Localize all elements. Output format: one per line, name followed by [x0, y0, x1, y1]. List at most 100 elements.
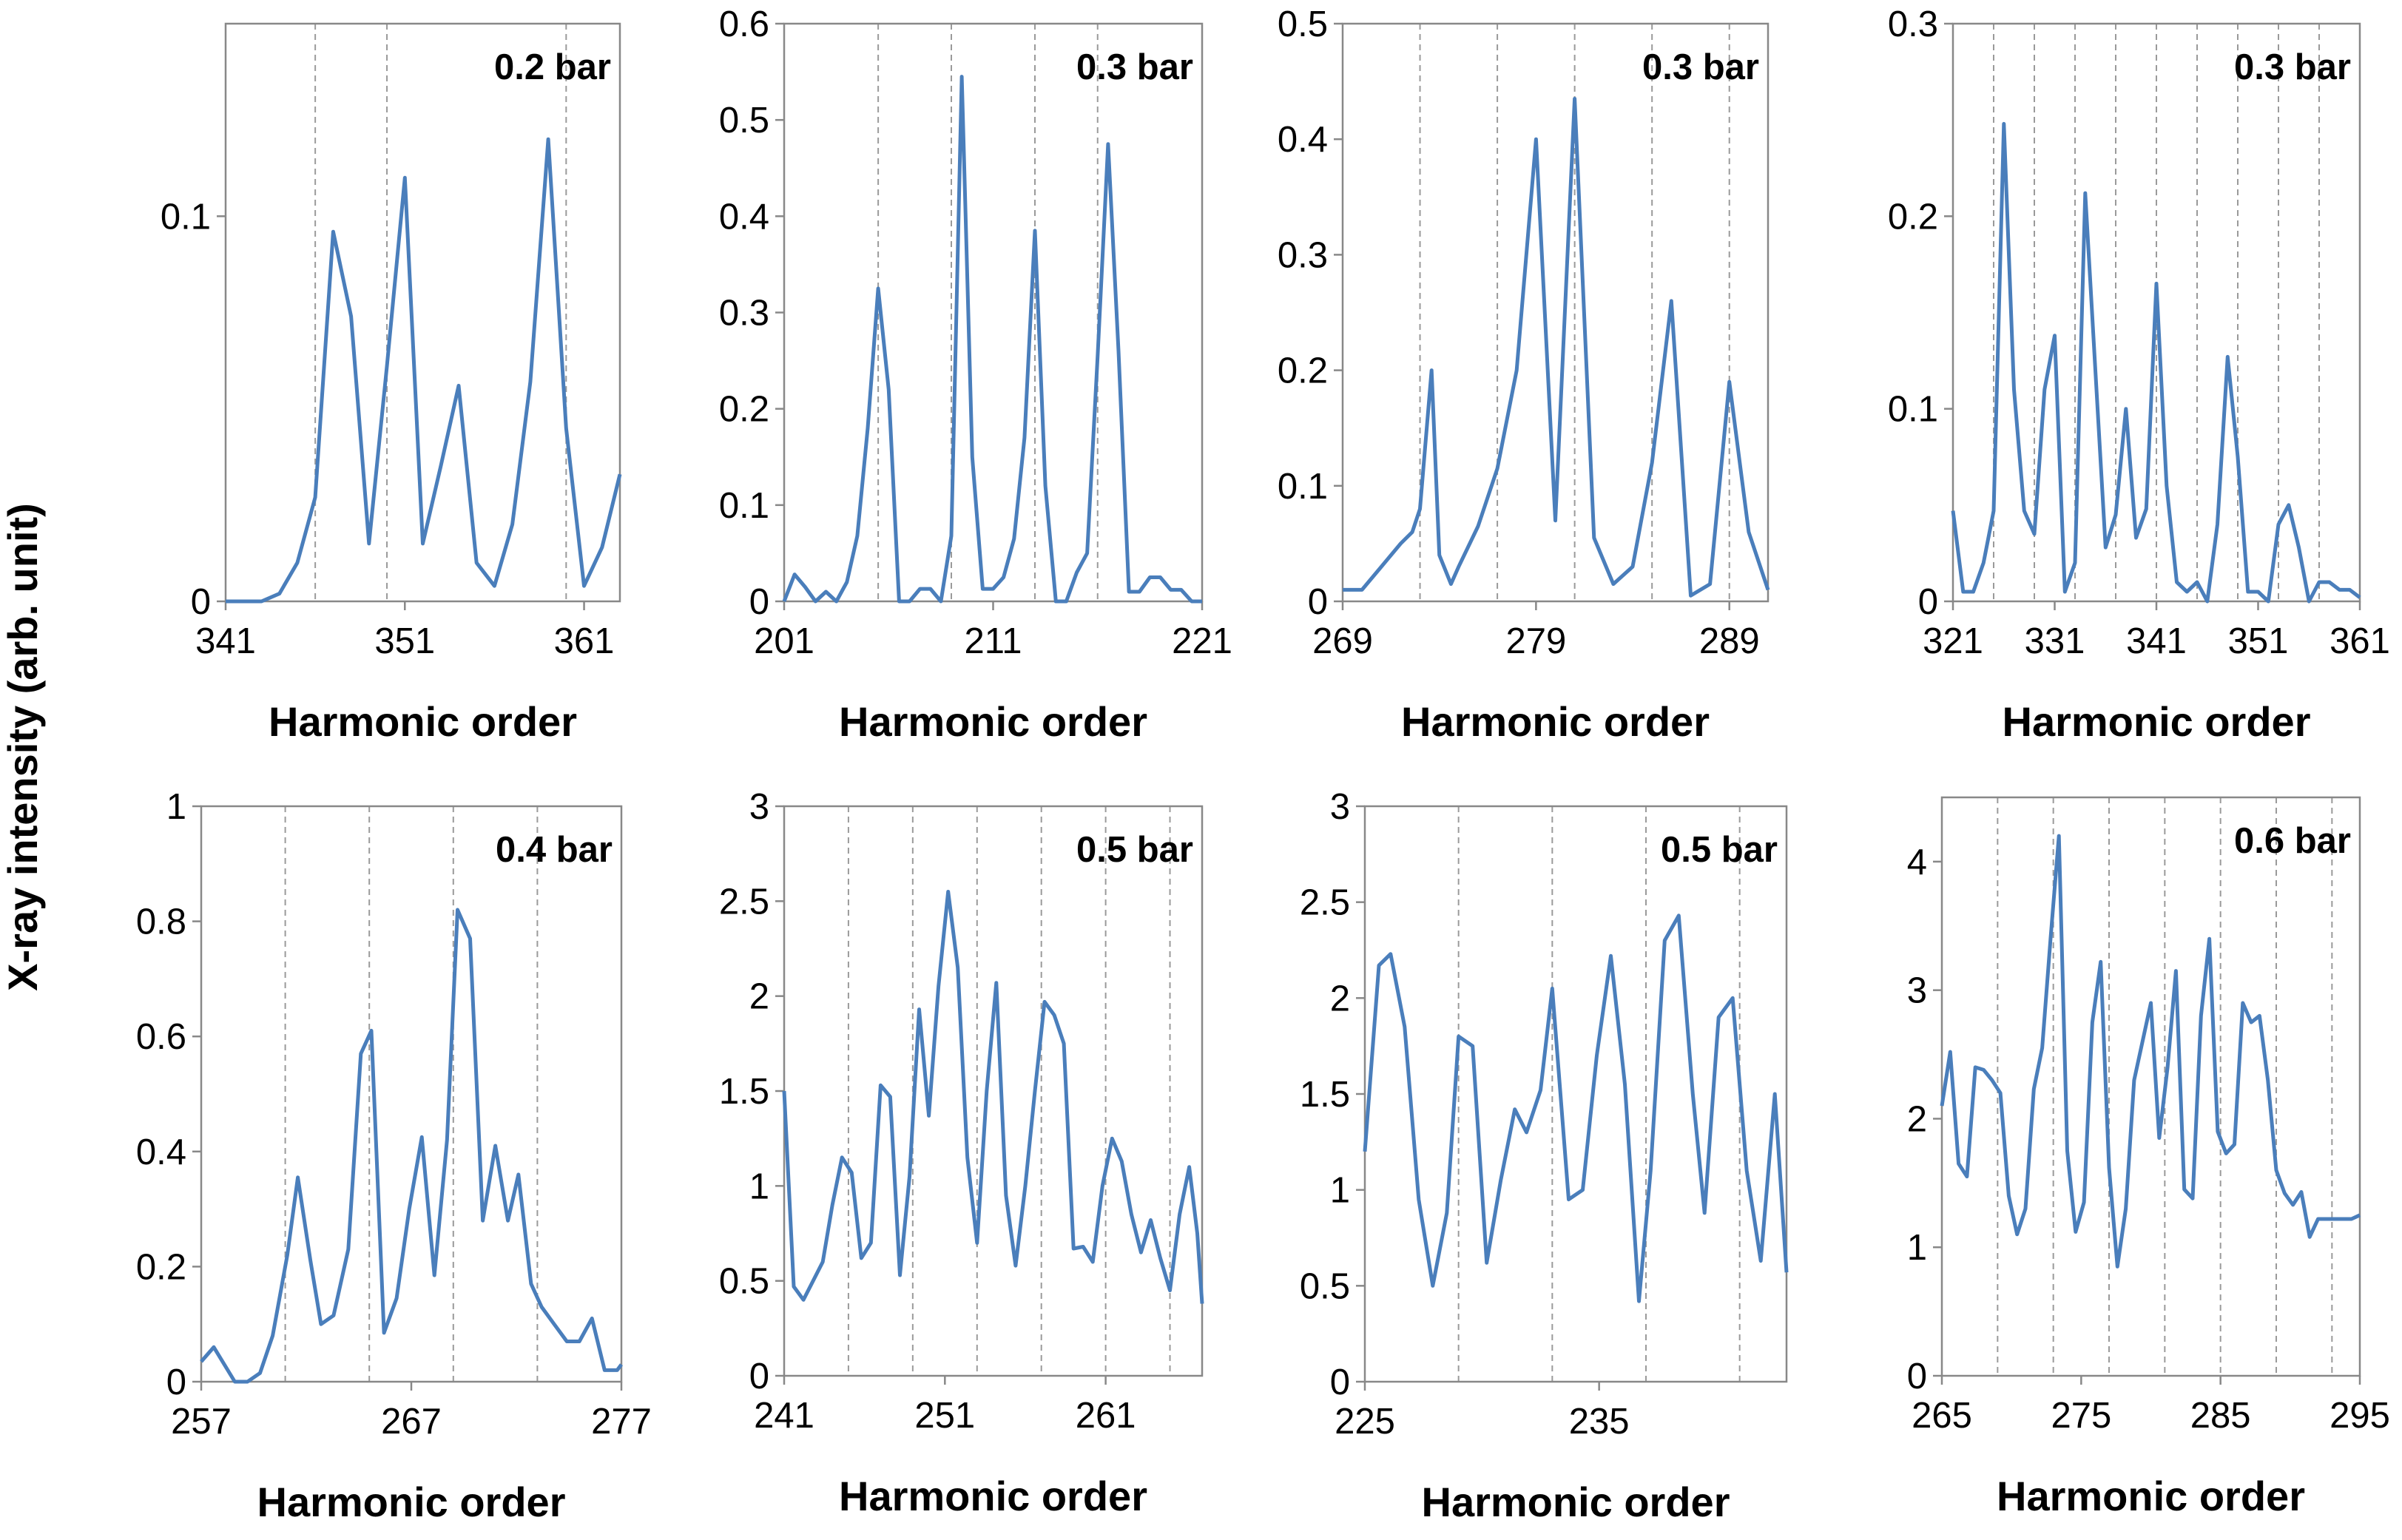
x-tick-label: 351	[374, 621, 435, 661]
y-tick-label: 0	[1907, 1357, 1927, 1397]
panel-pressure-label: 0.2 bar	[494, 47, 611, 87]
y-tick-label: 2	[749, 977, 769, 1017]
plot-frame	[783, 22, 1204, 603]
y-tick-label: 0.3	[1888, 4, 1938, 44]
y-tick-label: 0	[1330, 1362, 1350, 1402]
y-tick-label: 0.2	[719, 390, 769, 430]
chart-panel-4: 0 0.1 0.2 0.3 321 331 341 351 361 0.3 bar Harmonic…	[1888, 4, 2390, 745]
series-line	[1951, 121, 2361, 604]
x-tick-label: 221	[1172, 621, 1232, 661]
x-tick-label: 267	[381, 1402, 442, 1442]
x-axis-label: Harmonic order	[1422, 1479, 1730, 1525]
series-line	[1940, 834, 2361, 1269]
panel-pressure-label: 0.6 bar	[2234, 821, 2351, 861]
plot-frame	[1363, 805, 1788, 1383]
x-axis-label: Harmonic order	[257, 1479, 566, 1525]
y-tick-label: 1.5	[1300, 1075, 1350, 1115]
y-tick-label: 0	[1918, 582, 1938, 622]
x-tick-label: 361	[2330, 621, 2390, 661]
y-tick-label: 0	[749, 582, 769, 622]
series-line	[782, 75, 1202, 604]
plot-frame	[200, 805, 623, 1383]
y-tick-label: 1	[749, 1166, 769, 1206]
series-line	[226, 137, 622, 604]
panel-pressure-label: 0.3 bar	[1642, 47, 1759, 87]
y-tick-label: 0.2	[136, 1247, 186, 1287]
y-tick-label: 0.3	[1278, 235, 1328, 275]
x-tick-label: 289	[1699, 621, 1760, 661]
chart-panel-8: 0 1 2 3 4 265 275 285 295 0.6 bar Harmonic order	[1907, 796, 2390, 1519]
x-tick-label: 341	[195, 621, 256, 661]
y-tick-label: 0	[1308, 582, 1328, 622]
panel-pressure-label: 0.4 bar	[496, 830, 613, 870]
y-tick-label: 0.5	[719, 101, 769, 141]
x-tick-label: 279	[1505, 621, 1566, 661]
plot-frame	[1341, 22, 1770, 603]
y-tick-label: 0.4	[1278, 120, 1328, 160]
x-tick-label: 265	[1912, 1396, 1972, 1436]
x-tick-label: 295	[2330, 1396, 2390, 1436]
y-tick-label: 3	[1907, 971, 1927, 1011]
y-tick-label: 1.5	[719, 1072, 769, 1112]
x-axis-label: Harmonic order	[1997, 1473, 2305, 1519]
y-tick-label: 2	[1330, 979, 1350, 1019]
x-tick-label: 211	[964, 621, 1022, 661]
y-tick-label: 1	[1330, 1171, 1350, 1211]
x-tick-label: 251	[914, 1396, 975, 1436]
y-tick-label: 0.2	[1278, 351, 1328, 391]
y-tick-label: 0.5	[719, 1262, 769, 1302]
y-tick-label: 3	[749, 787, 769, 827]
y-tick-label: 3	[1330, 787, 1350, 827]
series-line	[1343, 97, 1770, 598]
chart-panel-1: 0 0.1 341 351 361 0.2 bar Harmonic order	[161, 22, 622, 745]
y-tick-label: 2	[1907, 1099, 1927, 1139]
x-tick-label: 261	[1076, 1396, 1136, 1436]
chart-panel-6: 0 0.5 1 1.5 2 2.5 3 241 251 261 0.5 bar Harmonic or…	[719, 787, 1204, 1519]
x-tick-label: 361	[554, 621, 615, 661]
x-tick-label: 225	[1335, 1402, 1395, 1442]
y-tick-label: 1	[1907, 1228, 1927, 1268]
x-tick-label: 275	[2051, 1396, 2111, 1436]
x-tick-label: 257	[171, 1402, 232, 1442]
y-tick-label: 0.3	[719, 294, 769, 334]
panel-pressure-label: 0.5 bar	[1661, 830, 1778, 870]
panel-pressure-label: 0.3 bar	[1076, 47, 1193, 87]
y-tick-label: 2.5	[1300, 883, 1350, 923]
y-tick-label: 0.2	[1888, 197, 1938, 237]
x-axis-label: Harmonic order	[1401, 698, 1710, 745]
x-tick-label: 277	[591, 1402, 652, 1442]
x-axis-label: Harmonic order	[2003, 698, 2311, 745]
y-tick-label: 0.1	[1278, 467, 1328, 507]
y-tick-label: 0.4	[136, 1132, 186, 1172]
x-tick-label: 351	[2228, 621, 2289, 661]
y-tick-label: 0.1	[1888, 390, 1938, 430]
plot-frame	[1940, 796, 2361, 1377]
panel-pressure-label: 0.5 bar	[1076, 830, 1193, 870]
series-line	[1363, 913, 1789, 1303]
x-axis-label: Harmonic order	[269, 698, 577, 745]
y-tick-label: 0.6	[136, 1017, 186, 1057]
y-tick-label: 4	[1907, 842, 1927, 882]
x-tick-label: 235	[1569, 1402, 1630, 1442]
plot-frame	[783, 805, 1204, 1377]
y-tick-label: 0.1	[161, 197, 211, 237]
chart-panel-3: 0 0.1 0.2 0.3 0.4 0.5 269 279 289 0.3 bar Harmonic…	[1278, 4, 1770, 745]
plot-frame	[224, 22, 621, 603]
chart-panel-2: 0 0.1 0.2 0.3 0.4 0.5 0.6 201 211 221 0.3 bar Harmo…	[719, 4, 1232, 745]
chart-panel-5: 0 0.2 0.4 0.6 0.8 1 257 267 277 0.4 bar Harmonic o…	[136, 787, 652, 1525]
series-line	[782, 890, 1204, 1304]
x-axis-label: Harmonic order	[839, 698, 1147, 745]
x-tick-label: 331	[2025, 621, 2085, 661]
y-tick-label: 0	[166, 1362, 186, 1402]
y-tick-label: 0.5	[1278, 4, 1328, 44]
panel-pressure-label: 0.3 bar	[2234, 47, 2351, 87]
x-tick-label: 201	[754, 621, 814, 661]
x-tick-label: 269	[1312, 621, 1373, 661]
y-tick-label: 0	[191, 582, 211, 622]
chart-panel-7: 0 0.5 1 1.5 2 2.5 3 225 235 0.5 bar Harmonic order	[1300, 787, 1789, 1525]
series-line	[200, 908, 624, 1384]
x-tick-label: 285	[2190, 1396, 2251, 1436]
y-tick-label: 0.1	[719, 486, 769, 526]
